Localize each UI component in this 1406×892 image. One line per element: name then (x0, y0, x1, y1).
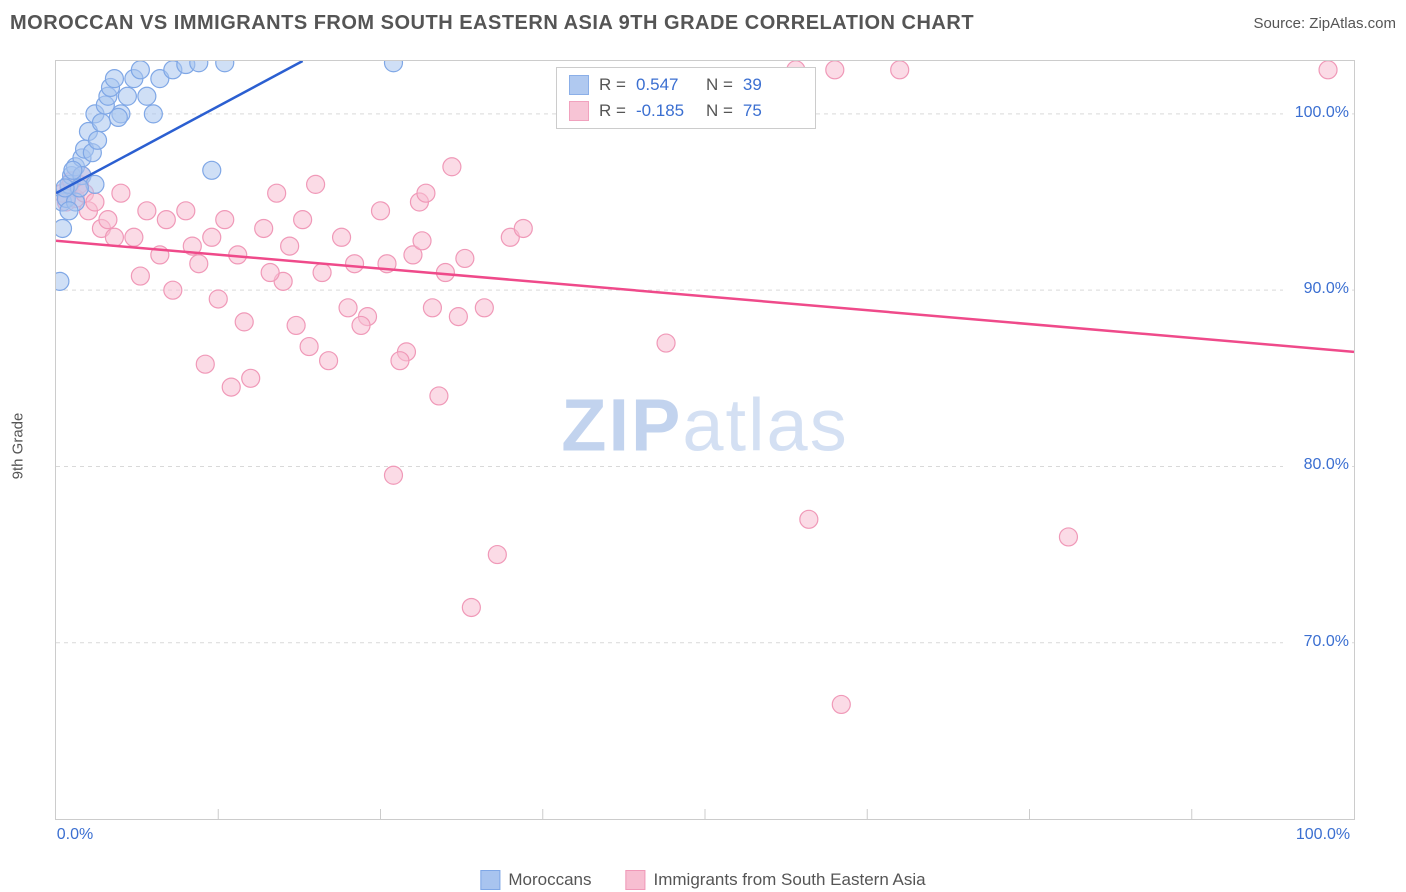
stats-swatch (569, 75, 589, 95)
y-axis-label: 9th Grade (10, 413, 27, 480)
x-tick-label: 100.0% (1296, 826, 1350, 844)
legend-item-immigrants: Immigrants from South Eastern Asia (626, 870, 926, 890)
legend-label-moroccans: Moroccans (508, 870, 591, 890)
stats-r-value: 0.547 (636, 75, 696, 95)
swatch-moroccans (480, 870, 500, 890)
legend-label-immigrants: Immigrants from South Eastern Asia (654, 870, 926, 890)
plot-area: ZIPatlas R =0.547N =39R =-0.185N =75 (55, 60, 1355, 820)
stats-n-value: 39 (743, 75, 803, 95)
swatch-immigrants (626, 870, 646, 890)
stats-swatch (569, 101, 589, 121)
bottom-legend: Moroccans Immigrants from South Eastern … (480, 870, 925, 890)
source-text: Source: ZipAtlas.com (1253, 15, 1396, 32)
y-tick-label: 80.0% (1283, 456, 1351, 474)
legend-stats-box: R = 0.547 N = 39 R = -0.185 N = 75 (556, 67, 816, 129)
x-tick-label: 0.0% (57, 826, 93, 844)
legend-stats-row: R = -0.185 N = 75 (569, 98, 803, 124)
stats-n-value: 75 (743, 101, 803, 121)
stats-n-label: N = (706, 101, 733, 121)
stats-r-value: -0.185 (636, 101, 696, 121)
legend-item-moroccans: Moroccans (480, 870, 591, 890)
chart-svg (56, 61, 1354, 819)
y-tick-label: 90.0% (1283, 280, 1351, 298)
stats-r-label: R = (599, 101, 626, 121)
legend-stats-row: R = 0.547 N = 39 (569, 72, 803, 98)
y-tick-label: 70.0% (1283, 633, 1351, 651)
chart-title: MOROCCAN VS IMMIGRANTS FROM SOUTH EASTER… (10, 12, 974, 35)
stats-r-label: R = (599, 75, 626, 95)
y-tick-label: 100.0% (1283, 104, 1351, 122)
stats-n-label: N = (706, 75, 733, 95)
